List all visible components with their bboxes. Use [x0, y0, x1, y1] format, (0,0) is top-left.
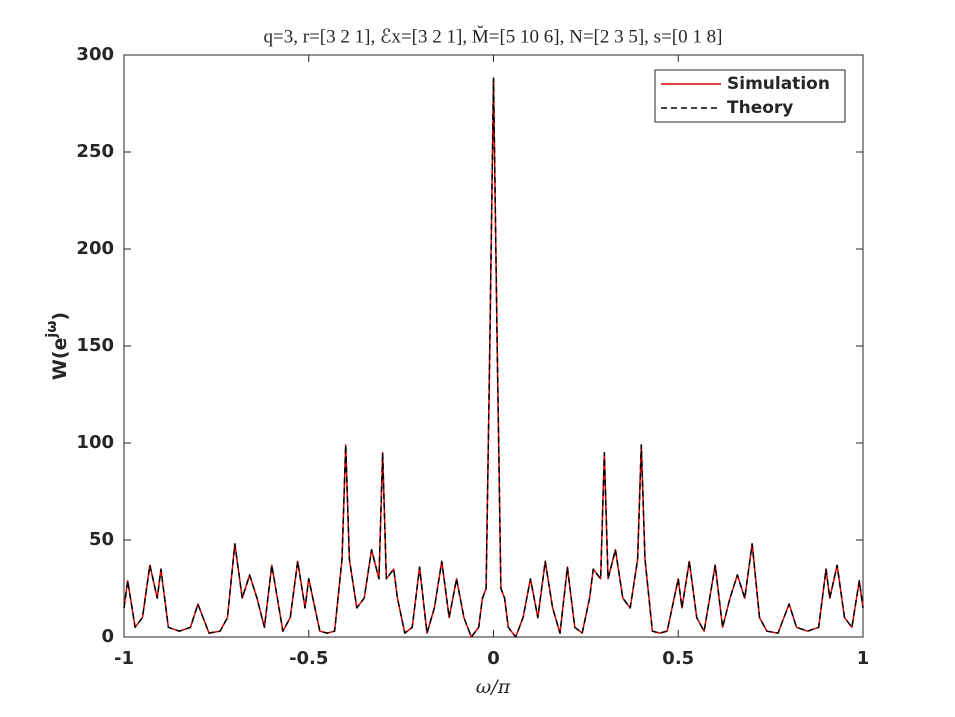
legend-box: [654, 69, 846, 123]
y-label-sup: jω: [44, 321, 60, 339]
y-label-close: ): [49, 312, 71, 321]
chart-title: q=3, r=[3 2 1], ℰx=[3 2 1], M̆=[5 10 6],…: [264, 25, 723, 48]
x-tick-label: -1: [114, 648, 134, 669]
x-tick-label: 0: [487, 648, 500, 669]
legend-label: Simulation: [727, 74, 830, 94]
y-tick-label: 50: [89, 529, 114, 550]
legend-label: Theory: [727, 98, 793, 118]
x-tick-label: -0.5: [289, 648, 328, 669]
x-tick-label: 1: [857, 648, 870, 669]
y-axis-label: W(ejω): [44, 312, 71, 380]
y-tick-label: 300: [76, 44, 114, 65]
y-tick-label: 150: [76, 335, 114, 356]
x-tick-label: 0.5: [662, 648, 694, 669]
x-axis-label: ω/π: [476, 676, 511, 698]
series-line: [123, 77, 864, 638]
y-tick-label: 100: [76, 432, 114, 453]
plot-area: [123, 54, 864, 638]
y-tick-label: 0: [101, 626, 114, 647]
y-tick-label: 250: [76, 141, 114, 162]
y-tick-label: 200: [76, 238, 114, 259]
y-label-base: W(e: [49, 338, 71, 381]
